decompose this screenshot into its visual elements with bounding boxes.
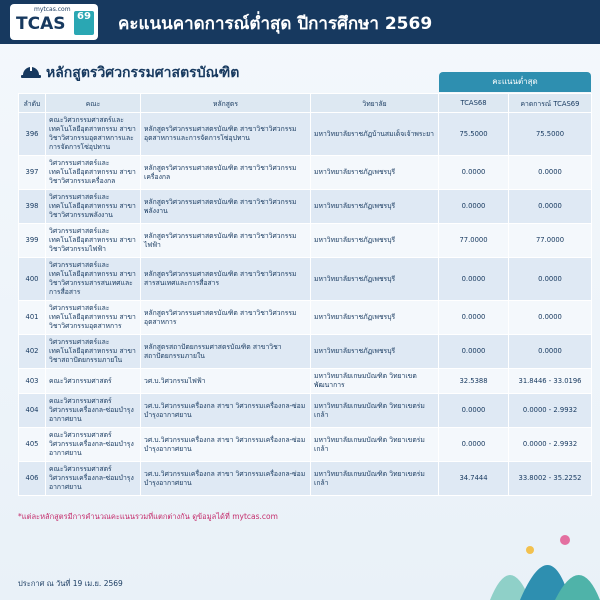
table-cell: มหาวิทยาลัยเกษมบัณฑิต วิทยาเขตร่มเกล้า	[310, 461, 439, 496]
table-cell: 405	[18, 427, 46, 462]
table-cell: หลักสูตรวิศวกรรมศาสตรบัณฑิต สาขาวิชาวิศว…	[140, 257, 311, 301]
table-cell: 0.0000	[438, 189, 509, 224]
logo-text: TCAS	[16, 14, 66, 34]
table-cell: 0.0000	[508, 189, 592, 224]
table-cell: 0.0000	[438, 427, 509, 462]
table-cell: หลักสูตรวิศวกรรมศาสตรบัณฑิต สาขาวิชาวิศว…	[140, 189, 311, 224]
table-cell: วิศวกรรมศาสตร์และเทคโนโลยีอุตสาหกรรม สาข…	[45, 334, 141, 369]
table-cell: หลักสูตรวิศวกรรมศาสตรบัณฑิต สาขาวิชาวิศว…	[140, 223, 311, 258]
table-cell: 0.0000 - 2.9932	[508, 427, 592, 462]
table-cell: มหาวิทยาลัยเกษมบัณฑิต วิทยาเขตร่มเกล้า	[310, 393, 439, 428]
table-cell: คณะวิศวกรรมศาสตร์และเทคโนโลยีอุตสาหกรรม …	[45, 112, 141, 156]
table-cell: มหาวิทยาลัยราชภัฏเพชรบุรี	[310, 300, 439, 335]
column-header: คาดการณ์ TCAS69	[508, 93, 592, 113]
table-row: 400 วิศวกรรมศาสตร์และเทคโนโลยีอุตสาหกรรม …	[18, 257, 592, 301]
table-row: 401 วิศวกรรมศาสตร์และเทคโนโลยีอุตสาหกรรม …	[18, 300, 592, 335]
column-header: TCAS68	[438, 93, 509, 113]
logo-site: mytcas.com	[34, 6, 71, 13]
announcement-date: ประกาศ ณ วันที่ 19 เม.ย. 2569	[18, 579, 123, 588]
table-cell: มหาวิทยาลัยราชภัฏบ้านสมเด็จเจ้าพระยา	[310, 112, 439, 156]
table-cell: 32.5388	[438, 368, 509, 394]
table-cell: มหาวิทยาลัยราชภัฏเพชรบุรี	[310, 189, 439, 224]
table-cell: 77.0000	[438, 223, 509, 258]
header-row: ลำดับ คณะ หลักสูตร วิทยาลัย TCAS68 คาดการณ์ T…	[18, 93, 592, 113]
table-cell: หลักสูตรวิศวกรรมศาสตรบัณฑิต สาขาวิชาวิศว…	[140, 300, 311, 335]
logo[interactable]: mytcas.com TCAS 69	[10, 4, 98, 40]
table-cell: 0.0000	[508, 257, 592, 301]
table-cell: หลักสูตรวิศวกรรมศาสตรบัณฑิต สาขาวิชาวิศว…	[140, 155, 311, 190]
table-cell: 0.0000	[438, 300, 509, 335]
table-cell: 403	[18, 368, 46, 394]
table-row: 402 วิศวกรรมศาสตร์และเทคโนโลยีอุตสาหกรรม …	[18, 334, 592, 369]
group-header: คะแนนต่ำสุด	[439, 72, 591, 92]
table-cell: วิศวกรรมศาสตร์และเทคโนโลยีอุตสาหกรรม สาข…	[45, 300, 141, 335]
table-cell: คณะวิศวกรรมศาสตร์	[45, 368, 141, 394]
page-title: คะแนนคาดการณ์ต่ำสุด ปีการศึกษา 2569	[118, 14, 433, 34]
table-cell: 400	[18, 257, 46, 301]
table-cell: วิศวกรรมศาสตร์และเทคโนโลยีอุตสาหกรรม สาข…	[45, 189, 141, 224]
table-cell: มหาวิทยาลัยราชภัฏเพชรบุรี	[310, 257, 439, 301]
table-cell: มหาวิทยาลัยเกษมบัณฑิต วิทยาเขตพัฒนาการ	[310, 368, 439, 394]
table-cell: วศ.บ.วิศวกรรมเครื่องกล สาขา วิศวกรรมเครื…	[140, 427, 311, 462]
table-cell: วศ.บ.วิศวกรรมเครื่องกล สาขา วิศวกรรมเครื…	[140, 461, 311, 496]
table-cell: คณะวิศวกรรมศาสตร์ วิศวกรรมเครื่องกล-ซ่อม…	[45, 427, 141, 462]
column-header: หลักสูตร	[140, 93, 311, 113]
table-cell: วศ.บ.วิศวกรรมเครื่องกล สาขา วิศวกรรมเครื…	[140, 393, 311, 428]
section-title: หลักสูตรวิศวกรรมศาสตรบัณฑิต	[46, 65, 240, 81]
table-cell: 397	[18, 155, 46, 190]
table-cell: หลักสูตรวิศวกรรมศาสตรบัณฑิต สาขาวิชาวิศว…	[140, 112, 311, 156]
table-cell: 0.0000	[438, 334, 509, 369]
table-cell: หลักสูตรสถาปัตยกรรมศาสตรบัณฑิต สาขาวิชาส…	[140, 334, 311, 369]
table-cell: 0.0000 - 2.9932	[508, 393, 592, 428]
table-cell: มหาวิทยาลัยราชภัฏเพชรบุรี	[310, 155, 439, 190]
table-row: 399 วิศวกรรมศาสตร์และเทคโนโลยีอุตสาหกรรม …	[18, 223, 592, 258]
table-cell: คณะวิศวกรรมศาสตร์ วิศวกรรมเครื่องกล-ซ่อม…	[45, 461, 141, 496]
table-cell: 402	[18, 334, 46, 369]
table-cell: 396	[18, 112, 46, 156]
table-row: 405 คณะวิศวกรรมศาสตร์ วิศวกรรมเครื่องกล-ซ…	[18, 427, 592, 462]
table-cell: 34.7444	[438, 461, 509, 496]
table-cell: 0.0000	[438, 257, 509, 301]
table-row: 398 วิศวกรรมศาสตร์และเทคโนโลยีอุตสาหกรรม …	[18, 189, 592, 224]
table-cell: 0.0000	[508, 334, 592, 369]
logo-number: 69	[74, 11, 94, 35]
helmet-icon	[21, 65, 41, 78]
table-row: 397 วิศวกรรมศาสตร์และเทคโนโลยีอุตสาหกรรม …	[18, 155, 592, 190]
table-cell: 398	[18, 189, 46, 224]
table-cell: 406	[18, 461, 46, 496]
table-cell: วิศวกรรมศาสตร์และเทคโนโลยีอุตสาหกรรม สาข…	[45, 257, 141, 301]
table-cell: วศ.บ.วิศวกรรมไฟฟ้า	[140, 368, 311, 394]
column-header: วิทยาลัย	[310, 93, 439, 113]
table-cell: 31.8446 - 33.0196	[508, 368, 592, 394]
table-cell: คณะวิศวกรรมศาสตร์ วิศวกรรมเครื่องกล-ซ่อม…	[45, 393, 141, 428]
table-cell: มหาวิทยาลัยราชภัฏเพชรบุรี	[310, 334, 439, 369]
table-cell: 33.8002 - 35.2252	[508, 461, 592, 496]
table-cell: 401	[18, 300, 46, 335]
table-cell: 404	[18, 393, 46, 428]
table-cell: 77.0000	[508, 223, 592, 258]
decoration	[490, 535, 600, 600]
table-cell: มหาวิทยาลัยราชภัฏเพชรบุรี	[310, 223, 439, 258]
table-cell: 399	[18, 223, 46, 258]
score-table: ลำดับ คณะ หลักสูตร วิทยาลัย TCAS68 คาดการณ์ T…	[18, 93, 592, 496]
table-cell: 0.0000	[438, 393, 509, 428]
table-cell: 75.5000	[438, 112, 509, 156]
table-row: 404 คณะวิศวกรรมศาสตร์ วิศวกรรมเครื่องกล-ซ…	[18, 393, 592, 428]
table-row: 403 คณะวิศวกรรมศาสตร์ วศ.บ.วิศวกรรมไฟฟ้า มห…	[18, 368, 592, 394]
column-header: ลำดับ	[18, 93, 46, 113]
table-cell: 0.0000	[508, 155, 592, 190]
header-bar: mytcas.com TCAS 69 คะแนนคาดการณ์ต่ำสุด ป…	[0, 0, 600, 44]
table-cell: วิศวกรรมศาสตร์และเทคโนโลยีอุตสาหกรรม สาข…	[45, 223, 141, 258]
table-row: 396 คณะวิศวกรรมศาสตร์และเทคโนโลยีอุตสาหกร…	[18, 112, 592, 156]
table-cell: วิศวกรรมศาสตร์และเทคโนโลยีอุตสาหกรรม สาข…	[45, 155, 141, 190]
table-cell: 75.5000	[508, 112, 592, 156]
table-cell: มหาวิทยาลัยเกษมบัณฑิต วิทยาเขตร่มเกล้า	[310, 427, 439, 462]
table-cell: 0.0000	[438, 155, 509, 190]
table-cell: 0.0000	[508, 300, 592, 335]
column-header: คณะ	[45, 93, 141, 113]
table-row: 406 คณะวิศวกรรมศาสตร์ วิศวกรรมเครื่องกล-ซ…	[18, 461, 592, 496]
footnote: *แต่ละหลักสูตรมีการคำนวณคะแนนรวมที่แตกต่…	[18, 512, 278, 521]
